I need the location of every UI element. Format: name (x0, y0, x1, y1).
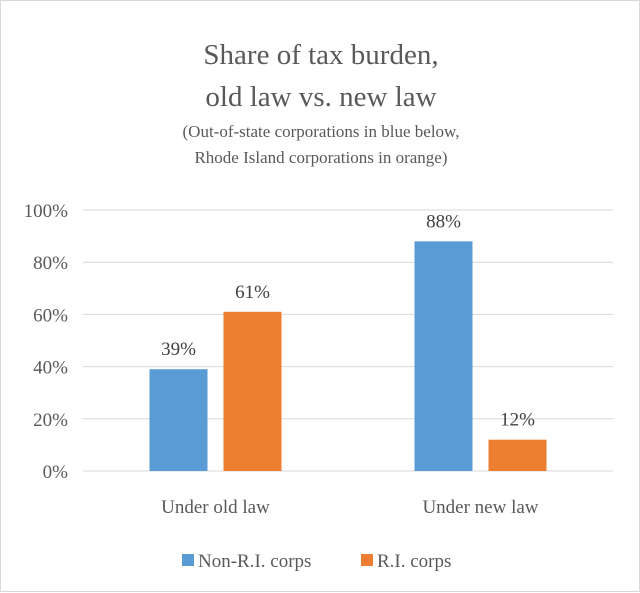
chart-title-group: Share of tax burden, old law vs. new law… (183, 39, 460, 167)
bar (149, 369, 208, 471)
x-category-label: Under new law (422, 497, 538, 518)
legend-label: R.I. corps (377, 551, 451, 572)
bar (488, 439, 547, 471)
y-tick-label: 80% (33, 253, 68, 274)
data-label: 88% (426, 211, 461, 232)
data-label: 61% (235, 282, 270, 303)
data-labels: 39% 61% 88% 12% (161, 211, 535, 430)
data-label: 39% (161, 339, 196, 360)
chart-title-line-2: old law vs. new law (205, 81, 436, 113)
chart-title-line-1: Share of tax burden, (203, 39, 438, 71)
chart-subtitle-line-1: (Out-of-state corporations in blue below… (183, 122, 460, 141)
bars (149, 241, 547, 471)
bar (414, 241, 473, 471)
y-tick-label: 60% (33, 305, 68, 326)
x-axis-category-labels: Under old law Under new law (161, 497, 539, 518)
legend-swatch (182, 554, 194, 566)
legend-swatch (361, 554, 373, 566)
data-label: 12% (500, 410, 535, 431)
y-tick-label: 20% (33, 410, 68, 431)
y-tick-label: 40% (33, 358, 68, 379)
x-category-label: Under old law (161, 497, 270, 518)
legend: Non-R.I. corps R.I. corps (182, 551, 451, 572)
legend-label: Non-R.I. corps (198, 551, 311, 572)
chart-subtitle-line-2: Rhode Island corporations in orange) (194, 148, 447, 167)
y-tick-label: 0% (43, 462, 69, 483)
y-tick-label: 100% (24, 201, 69, 222)
y-axis-tick-labels: 0% 20% 40% 60% 80% 100% (24, 201, 69, 483)
bar (223, 311, 282, 471)
